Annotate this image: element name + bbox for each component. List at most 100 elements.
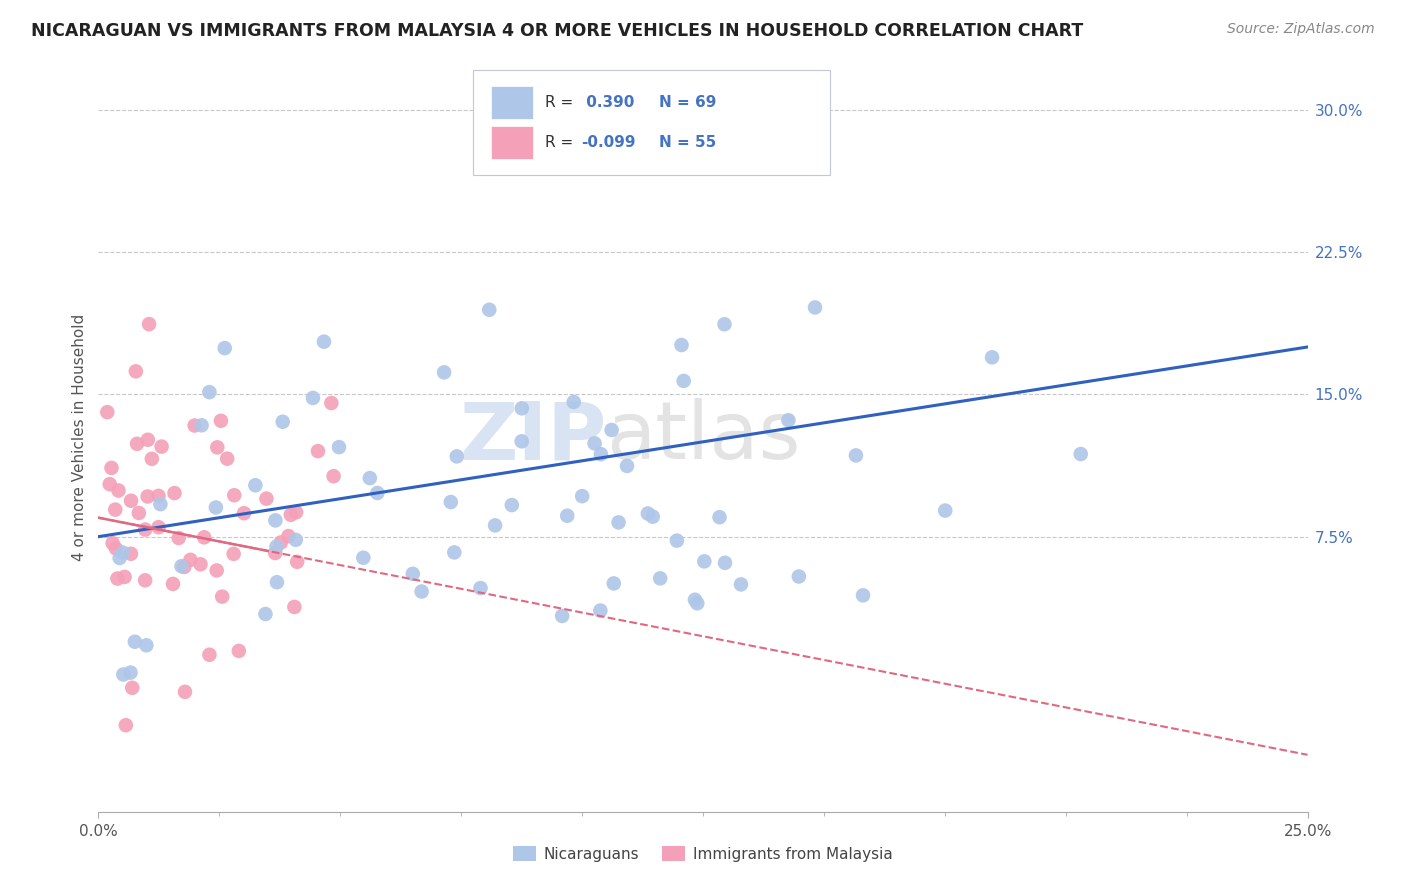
Point bbox=[170, 559, 193, 574]
Text: atlas: atlas bbox=[606, 398, 800, 476]
Point bbox=[167, 531, 190, 545]
Point bbox=[713, 318, 735, 332]
Point bbox=[555, 508, 578, 523]
Point bbox=[583, 436, 606, 450]
Point bbox=[270, 535, 292, 549]
Point bbox=[124, 634, 146, 648]
Point bbox=[193, 530, 215, 544]
Point bbox=[266, 575, 288, 590]
Point bbox=[277, 529, 299, 543]
Point bbox=[138, 317, 160, 331]
Point bbox=[714, 556, 737, 570]
Point bbox=[443, 545, 465, 559]
Point bbox=[254, 607, 277, 621]
Point bbox=[603, 576, 626, 591]
Text: R =: R = bbox=[544, 135, 578, 150]
Point bbox=[125, 437, 148, 451]
Y-axis label: 4 or more Vehicles in Household: 4 or more Vehicles in Household bbox=[72, 313, 87, 561]
Point bbox=[114, 718, 136, 732]
Point bbox=[607, 516, 630, 530]
Point bbox=[804, 301, 827, 315]
Point bbox=[562, 395, 585, 409]
Point bbox=[245, 478, 267, 492]
Point bbox=[510, 434, 533, 449]
Point bbox=[650, 571, 672, 585]
Point bbox=[112, 546, 135, 560]
Point bbox=[107, 483, 129, 498]
Point bbox=[162, 577, 184, 591]
Point bbox=[136, 433, 159, 447]
Point bbox=[254, 491, 277, 506]
Point bbox=[217, 451, 239, 466]
Point bbox=[284, 533, 307, 547]
Point bbox=[672, 374, 695, 388]
Point bbox=[264, 513, 287, 527]
Point bbox=[96, 405, 118, 419]
Point bbox=[285, 555, 308, 569]
FancyBboxPatch shape bbox=[474, 70, 830, 175]
Point bbox=[280, 508, 302, 522]
Point bbox=[307, 444, 329, 458]
Point bbox=[1070, 447, 1092, 461]
Point bbox=[198, 385, 221, 400]
Point bbox=[148, 520, 170, 534]
Text: ZIP: ZIP bbox=[458, 398, 606, 476]
Point bbox=[322, 469, 344, 483]
Point bbox=[709, 510, 731, 524]
Point bbox=[478, 302, 501, 317]
Point bbox=[359, 471, 381, 485]
Point bbox=[207, 440, 229, 454]
Point bbox=[150, 440, 173, 454]
Point bbox=[228, 644, 250, 658]
Point bbox=[302, 391, 325, 405]
Text: 0.390: 0.390 bbox=[581, 95, 634, 110]
Point bbox=[148, 489, 170, 503]
Point bbox=[101, 536, 124, 550]
Point bbox=[108, 551, 131, 566]
Point bbox=[683, 592, 706, 607]
Point bbox=[641, 509, 664, 524]
Point bbox=[616, 458, 638, 473]
Point bbox=[730, 577, 752, 591]
Point bbox=[149, 497, 172, 511]
Point bbox=[321, 396, 343, 410]
Point bbox=[446, 450, 468, 464]
Point bbox=[264, 546, 287, 560]
Point bbox=[271, 415, 294, 429]
Point bbox=[778, 413, 800, 427]
Point bbox=[510, 401, 533, 416]
Point bbox=[100, 461, 122, 475]
Point bbox=[686, 596, 709, 610]
Point bbox=[134, 523, 156, 537]
Point bbox=[433, 365, 456, 379]
Point bbox=[283, 599, 305, 614]
Point bbox=[693, 554, 716, 568]
Point bbox=[440, 495, 463, 509]
Point bbox=[484, 518, 506, 533]
Point bbox=[671, 338, 693, 352]
Point bbox=[121, 681, 143, 695]
Point bbox=[174, 685, 197, 699]
Legend: Nicaraguans, Immigrants from Malaysia: Nicaraguans, Immigrants from Malaysia bbox=[508, 839, 898, 868]
Point bbox=[224, 488, 246, 502]
Point bbox=[128, 506, 150, 520]
Point bbox=[981, 351, 1004, 365]
Point bbox=[470, 581, 492, 595]
FancyBboxPatch shape bbox=[492, 126, 533, 159]
Point bbox=[637, 507, 659, 521]
Point bbox=[134, 574, 156, 588]
Point bbox=[551, 609, 574, 624]
Point bbox=[209, 414, 232, 428]
Point bbox=[114, 570, 136, 584]
Point bbox=[222, 547, 245, 561]
Point bbox=[589, 447, 612, 461]
Point bbox=[571, 489, 593, 503]
Point bbox=[125, 364, 148, 378]
Point bbox=[665, 533, 688, 548]
Point bbox=[136, 490, 159, 504]
Text: -0.099: -0.099 bbox=[581, 135, 636, 150]
Point bbox=[198, 648, 221, 662]
Text: NICARAGUAN VS IMMIGRANTS FROM MALAYSIA 4 OR MORE VEHICLES IN HOUSEHOLD CORRELATI: NICARAGUAN VS IMMIGRANTS FROM MALAYSIA 4… bbox=[31, 22, 1083, 40]
Point bbox=[120, 547, 142, 561]
Point bbox=[104, 502, 127, 516]
